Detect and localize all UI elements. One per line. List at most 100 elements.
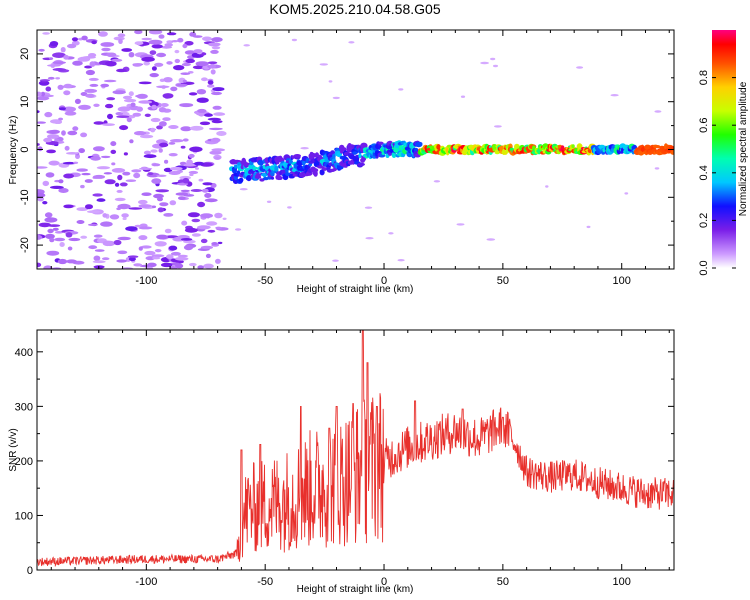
spectrogram-ridge-cell	[436, 144, 441, 149]
spectrogram-noise-blob	[154, 249, 162, 253]
spectrogram-noise-blob	[217, 241, 223, 245]
spectrogram-noise-blob	[208, 42, 221, 47]
spectrogram-noise-blob	[59, 242, 65, 247]
spectrogram-noise-blob	[211, 148, 225, 152]
spectrogram-noise-blob	[168, 125, 179, 129]
spectrogram-noise-blob	[166, 61, 173, 65]
spectrogram-noise-blob	[209, 63, 216, 69]
spectrogram-noise-blob	[66, 152, 79, 155]
spectrogram-noise-blob	[37, 110, 40, 113]
figure-title: KOM5.2025.210.04.58.G05	[269, 1, 440, 17]
spectrogram-noise-blob	[209, 150, 222, 155]
spectrogram-noise-blob	[40, 91, 46, 97]
spectrogram-noise-blob	[131, 169, 142, 173]
spectrogram-noise-blob	[57, 258, 68, 265]
snr-y-tick-label: 100	[15, 510, 33, 522]
spectrogram-noise-blob	[117, 174, 123, 181]
spectrogram-noise-blob	[66, 259, 77, 264]
spectrogram-noise-blob	[37, 96, 50, 101]
spectrogram-noise-blob	[104, 79, 117, 83]
spectrogram-noise-blob	[197, 108, 207, 113]
spectrogram-ridge-cell	[293, 154, 301, 158]
spectrogram-noise-blob	[150, 127, 156, 133]
spectrogram-noise-blob	[654, 167, 660, 170]
spectrogram-noise-blob	[128, 91, 134, 97]
spectrogram-noise-blob	[38, 48, 45, 52]
spectrogram-noise-blob	[199, 121, 211, 126]
spectrogram-noise-blob	[110, 141, 117, 147]
spectrogram-noise-blob	[211, 242, 218, 245]
spectrogram-noise-blob	[76, 220, 85, 224]
spectrogram-noise-blob	[184, 227, 198, 233]
spectrogram-noise-blob	[76, 168, 88, 172]
spectrogram-noise-blob	[200, 238, 208, 244]
spectrogram-noise-blob	[128, 52, 135, 58]
spectrogram-noise-blob	[100, 83, 110, 88]
spectrogram-noise-blob	[42, 180, 50, 187]
spectrogram-noise-blob	[166, 254, 174, 260]
spectrogram-noise-blob	[398, 88, 404, 91]
snr-x-tick-label: -50	[257, 576, 273, 588]
spectrogram-noise-blob	[211, 120, 223, 124]
spectrogram-ridge-cell	[358, 153, 362, 159]
spectrogram-noise-blob	[198, 178, 204, 182]
spectrogram-noise-blob	[160, 103, 169, 107]
spectrogram-noise-blob	[111, 168, 126, 173]
spectrogram-noise-blob	[67, 43, 77, 49]
spectrogram-noise-blob	[102, 213, 108, 218]
spectrogram-noise-blob	[111, 162, 116, 166]
spectrogram-noise-blob	[55, 77, 60, 80]
spectrogram-ridge-cell	[378, 141, 384, 145]
spectrogram-noise-blob	[300, 147, 309, 150]
spectrogram-noise-blob	[63, 83, 73, 89]
spectrogram-noise-blob	[134, 30, 143, 35]
spectrogram-noise-blob	[168, 245, 178, 251]
spectrogram-ridge-cell	[340, 149, 344, 154]
spectrogram-noise-blob	[117, 203, 131, 210]
spectrogram-noise-blob	[196, 89, 207, 95]
spectrogram-noise-blob	[158, 34, 165, 39]
spectrogram-noise-blob	[182, 79, 187, 83]
spectrogram-noise-blob	[117, 33, 126, 38]
spectrogram-noise-blob	[118, 38, 123, 44]
spectrogram-y-tick-label: 20	[19, 48, 31, 60]
spectrogram-noise-blob	[37, 146, 43, 152]
spectrogram-noise-blob	[93, 103, 100, 108]
spectrogram-noise-blob	[365, 237, 374, 240]
spectrogram-noise-blob	[168, 142, 176, 145]
spectrogram-noise-blob	[187, 212, 200, 218]
spectrogram-noise-blob	[50, 185, 64, 189]
spectrogram-noise-blob	[89, 61, 96, 67]
spectrogram-noise-blob	[52, 61, 66, 64]
spectrogram-noise-blob	[93, 146, 105, 152]
spectrogram-noise-blob	[188, 153, 195, 158]
spectrogram-noise-blob	[128, 207, 143, 210]
spectrogram-ridge-cell	[332, 153, 336, 159]
spectrogram-noise-blob	[147, 262, 157, 268]
spectrogram-y-label: Frequency (Hz)	[8, 116, 19, 185]
spectrogram-noise-blob	[111, 58, 123, 62]
spectrogram-ridge-cell	[357, 162, 365, 167]
spectrogram-noise-blob	[44, 94, 54, 98]
spectrogram-noise-blob	[197, 201, 206, 208]
spectrogram-noise-blob	[156, 174, 167, 177]
spectrogram-noise-blob	[157, 197, 163, 202]
spectrogram-noise-blob	[189, 125, 204, 131]
spectrogram-noise-blob	[134, 224, 142, 228]
spectrogram-noise-blob	[110, 149, 117, 154]
spectrogram-noise-blob	[62, 106, 76, 112]
spectrogram-noise-blob	[174, 256, 189, 261]
spectrogram-noise-blob	[73, 161, 79, 164]
spectrogram-noise-blob	[93, 255, 101, 261]
spectrogram-noise-blob	[45, 86, 52, 92]
spectrogram-noise-blob	[173, 65, 185, 71]
spectrogram-noise-blob	[243, 44, 250, 47]
spectrogram-noise-blob	[166, 32, 177, 36]
spectrogram-noise-blob	[86, 210, 101, 214]
spectrogram-noise-blob	[143, 150, 151, 155]
spectrogram-ridge-cell	[352, 151, 358, 155]
spectrogram-noise-blob	[183, 163, 197, 167]
spectrogram-noise-blob	[104, 179, 116, 185]
spectrogram-noise-blob	[58, 179, 64, 184]
spectrogram-noise-blob	[81, 35, 88, 41]
